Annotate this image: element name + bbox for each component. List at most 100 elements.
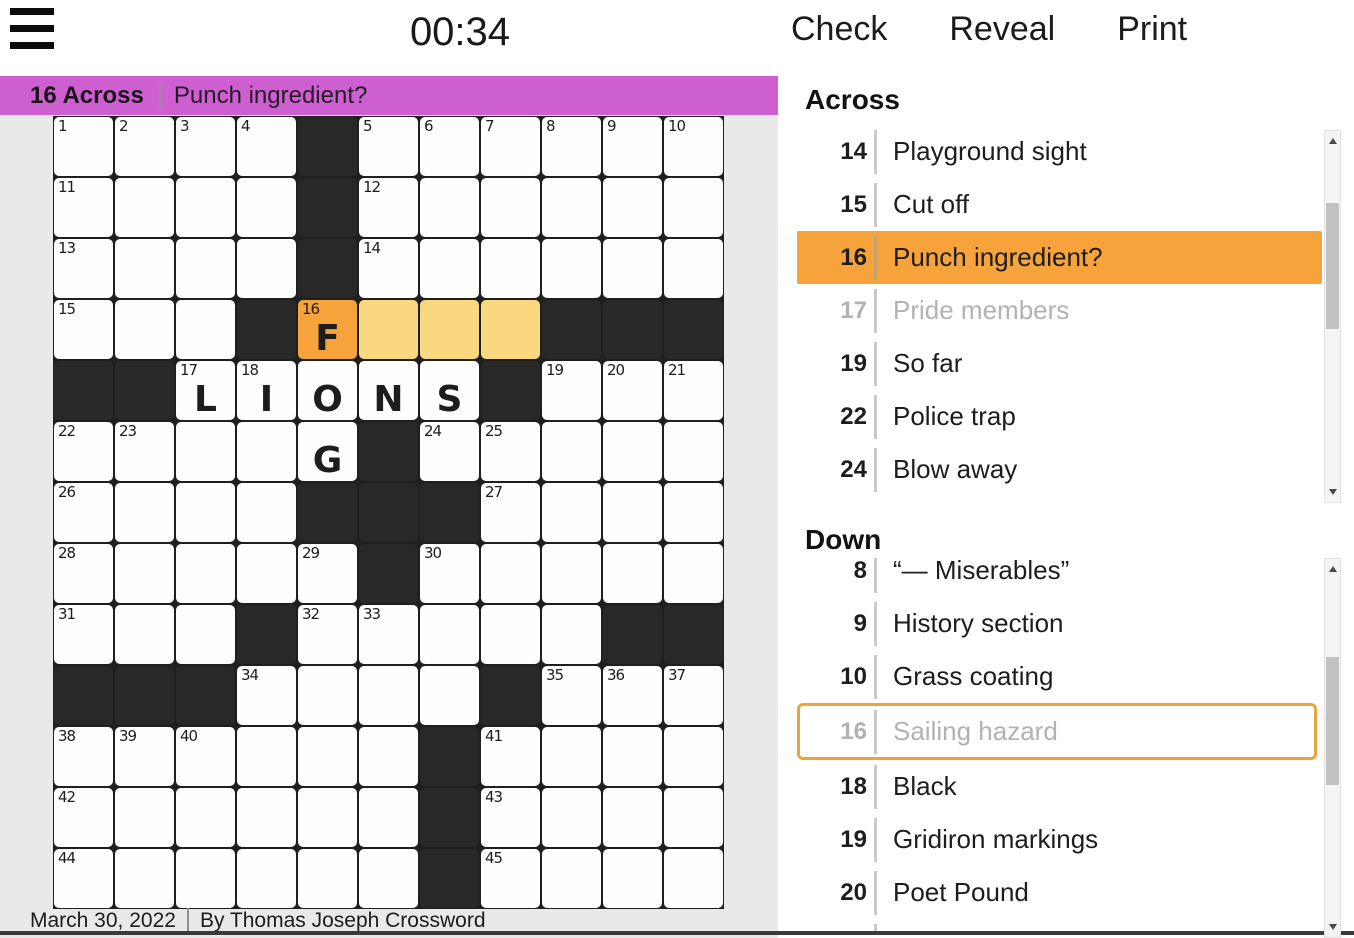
grid-cell[interactable]: 32 — [297, 604, 358, 665]
grid-cell[interactable]: 45 — [480, 848, 541, 909]
grid-cell[interactable] — [358, 787, 419, 848]
grid-cell[interactable] — [175, 543, 236, 604]
grid-cell[interactable]: 27 — [480, 482, 541, 543]
check-button[interactable]: Check — [791, 10, 888, 48]
grid-cell[interactable] — [541, 238, 602, 299]
scroll-down-arrow-icon[interactable] — [1329, 489, 1337, 495]
grid-cell[interactable] — [175, 299, 236, 360]
grid-cell[interactable]: 11 — [53, 177, 114, 238]
clue-down-16[interactable]: 16 Sailing hazard — [797, 703, 1317, 760]
grid-cell[interactable]: 12 — [358, 177, 419, 238]
grid-cell[interactable] — [541, 482, 602, 543]
grid-cell[interactable] — [602, 543, 663, 604]
grid-cell[interactable] — [663, 238, 724, 299]
grid-cell[interactable] — [297, 787, 358, 848]
clue-down-20[interactable]: 20 Poet Pound — [797, 866, 1322, 919]
selected-cell[interactable]: 16 F — [297, 299, 358, 360]
grid-cell[interactable] — [114, 238, 175, 299]
grid-cell[interactable] — [663, 726, 724, 787]
clue-down-19[interactable]: 19 Gridiron markings — [797, 813, 1322, 866]
grid-cell[interactable]: 31 — [53, 604, 114, 665]
grid-cell[interactable] — [175, 421, 236, 482]
grid-cell[interactable] — [419, 238, 480, 299]
grid-cell[interactable] — [114, 177, 175, 238]
reveal-button[interactable]: Reveal — [949, 10, 1056, 48]
grid-cell[interactable]: 14 — [358, 238, 419, 299]
grid-cell[interactable] — [663, 848, 724, 909]
clue-across-16[interactable]: 16 Punch ingredient? — [797, 231, 1322, 284]
grid-cell[interactable] — [602, 177, 663, 238]
grid-cell[interactable]: 35 — [541, 665, 602, 726]
grid-cell[interactable]: 42 — [53, 787, 114, 848]
grid-cell[interactable]: 21 — [663, 360, 724, 421]
grid-cell[interactable]: 17 L — [175, 360, 236, 421]
grid-cell[interactable] — [419, 665, 480, 726]
grid-cell[interactable] — [541, 421, 602, 482]
clue-across-22[interactable]: 22 Police trap — [797, 390, 1322, 443]
grid-cell[interactable] — [663, 543, 724, 604]
grid-cell[interactable]: 41 — [480, 726, 541, 787]
grid-cell[interactable]: 30 — [419, 543, 480, 604]
grid-cell[interactable] — [236, 726, 297, 787]
grid-cell[interactable]: 13 — [53, 238, 114, 299]
grid-cell[interactable] — [175, 177, 236, 238]
grid-cell[interactable]: 4 — [236, 116, 297, 177]
grid-cell[interactable]: 9 — [602, 116, 663, 177]
grid-cell[interactable] — [419, 604, 480, 665]
grid-cell[interactable] — [297, 665, 358, 726]
grid-cell[interactable]: 3 — [175, 116, 236, 177]
grid-cell[interactable] — [419, 299, 480, 360]
grid-cell[interactable] — [480, 238, 541, 299]
grid-cell[interactable]: 38 — [53, 726, 114, 787]
grid-cell[interactable]: 6 — [419, 116, 480, 177]
grid-cell[interactable] — [297, 848, 358, 909]
grid-cell[interactable] — [541, 543, 602, 604]
grid-cell[interactable] — [480, 299, 541, 360]
grid-cell[interactable]: 2 — [114, 116, 175, 177]
grid-cell[interactable] — [602, 848, 663, 909]
grid-cell[interactable] — [114, 299, 175, 360]
clue-down-10[interactable]: 10 Grass coating — [797, 650, 1322, 703]
grid-cell[interactable]: 23 — [114, 421, 175, 482]
grid-cell[interactable] — [175, 238, 236, 299]
grid-cell[interactable]: 8 — [541, 116, 602, 177]
grid-cell[interactable]: 37 — [663, 665, 724, 726]
grid-cell[interactable] — [175, 848, 236, 909]
grid-cell[interactable]: S — [419, 360, 480, 421]
grid-cell[interactable]: 22 — [53, 421, 114, 482]
grid-cell[interactable] — [236, 238, 297, 299]
grid-cell[interactable]: 20 — [602, 360, 663, 421]
grid-cell[interactable] — [236, 787, 297, 848]
grid-cell[interactable]: 28 — [53, 543, 114, 604]
clue-down-8[interactable]: 8 “— Miserables” — [797, 558, 1322, 597]
grid-cell[interactable]: 18 I — [236, 360, 297, 421]
grid-cell[interactable] — [602, 787, 663, 848]
grid-cell[interactable]: 5 — [358, 116, 419, 177]
grid-cell[interactable] — [541, 848, 602, 909]
grid-cell[interactable]: 33 — [358, 604, 419, 665]
across-scrollbar-thumb[interactable] — [1326, 203, 1339, 329]
clue-across-24[interactable]: 24 Blow away — [797, 443, 1322, 496]
grid-cell[interactable]: 29 — [297, 543, 358, 604]
down-scrollbar-thumb[interactable] — [1326, 657, 1339, 785]
grid-cell[interactable] — [419, 177, 480, 238]
grid-cell[interactable] — [541, 726, 602, 787]
grid-cell[interactable] — [358, 848, 419, 909]
grid-cell[interactable]: 7 — [480, 116, 541, 177]
grid-cell[interactable] — [480, 543, 541, 604]
clue-across-15[interactable]: 15 Cut off — [797, 178, 1322, 231]
scroll-up-arrow-icon[interactable] — [1329, 566, 1337, 572]
print-button[interactable]: Print — [1117, 10, 1188, 48]
grid-cell[interactable] — [236, 543, 297, 604]
grid-cell[interactable]: O — [297, 360, 358, 421]
grid-cell[interactable] — [602, 482, 663, 543]
grid-cell[interactable]: 39 — [114, 726, 175, 787]
down-scrollbar[interactable] — [1324, 558, 1341, 938]
clue-across-19[interactable]: 19 So far — [797, 337, 1322, 390]
grid-cell[interactable] — [114, 787, 175, 848]
grid-cell[interactable] — [114, 604, 175, 665]
grid-cell[interactable] — [175, 604, 236, 665]
grid-cell[interactable] — [663, 787, 724, 848]
grid-cell[interactable]: 40 — [175, 726, 236, 787]
scroll-down-arrow-icon[interactable] — [1329, 924, 1337, 930]
